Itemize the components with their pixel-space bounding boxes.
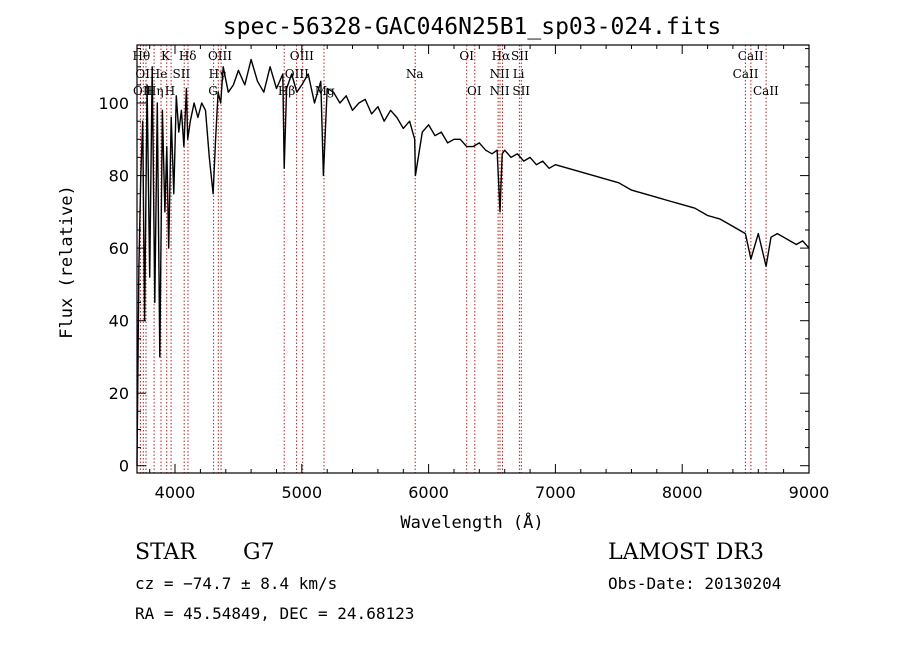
line-label: Hα xyxy=(492,49,511,63)
y-axis-label: Flux (relative) xyxy=(57,185,77,339)
plot-frame xyxy=(136,44,810,474)
spectrum-series xyxy=(136,58,810,466)
x-tick-label: 8000 xyxy=(662,483,703,502)
line-label: Hη xyxy=(146,84,164,98)
object-class: STAR xyxy=(135,540,196,565)
line-label: Li xyxy=(513,67,525,81)
y-tick-label: 40 xyxy=(109,312,129,331)
y-tick-label: 0 xyxy=(119,457,129,476)
line-label: SII xyxy=(511,49,529,63)
line-label: CaII xyxy=(753,84,779,98)
line-label: NII xyxy=(490,84,510,98)
spectrum-line xyxy=(136,58,810,466)
y-tick-label: 100 xyxy=(98,94,129,113)
y-tick-label: 60 xyxy=(109,239,129,258)
y-tick-label: 20 xyxy=(109,384,129,403)
line-label: CaII xyxy=(733,67,759,81)
emission-line-markers xyxy=(139,45,767,473)
coordinates-text: RA = 45.54849, DEC = 24.68123 xyxy=(135,604,415,623)
observation-date: Obs-Date: 20130204 xyxy=(608,574,782,593)
object-subclass: G7 xyxy=(243,540,275,565)
line-label: SII xyxy=(512,84,530,98)
line-label: SII xyxy=(173,67,191,81)
line-label: OI xyxy=(459,49,474,63)
line-label: OIII xyxy=(208,49,232,63)
y-tick-label: 80 xyxy=(109,167,129,186)
line-label: He xyxy=(150,67,168,81)
line-label: H xyxy=(165,84,175,98)
x-tick-label: 9000 xyxy=(789,483,830,502)
x-axis-ticks: 4000 5000 6000 7000 8000 9000 xyxy=(149,45,830,502)
line-label: G xyxy=(208,84,218,98)
x-axis-label: Wavelength (Å) xyxy=(400,511,543,533)
line-label: OI xyxy=(467,84,482,98)
line-label: K xyxy=(161,49,171,63)
y-axis-ticks: 0 20 40 60 80 100 xyxy=(98,48,809,476)
redshift-text: cz = −74.7 ± 8.4 km/s xyxy=(135,574,338,593)
x-tick-label: 5000 xyxy=(281,483,322,502)
x-tick-label: 4000 xyxy=(155,483,196,502)
line-label: Hθ xyxy=(133,49,151,63)
survey-name: LAMOST DR3 xyxy=(608,540,764,565)
line-label: Na xyxy=(406,67,424,81)
chart-title: spec-56328-GAC046N25B1_sp03-024.fits xyxy=(223,14,722,40)
line-label: CaII xyxy=(738,49,764,63)
line-label: OIII xyxy=(290,49,314,63)
line-label: NII xyxy=(490,67,510,81)
line-label: Mg xyxy=(315,84,335,98)
x-tick-label: 6000 xyxy=(408,483,449,502)
line-label: OI xyxy=(135,67,150,81)
line-label: Hδ xyxy=(179,49,197,63)
x-tick-label: 7000 xyxy=(535,483,576,502)
